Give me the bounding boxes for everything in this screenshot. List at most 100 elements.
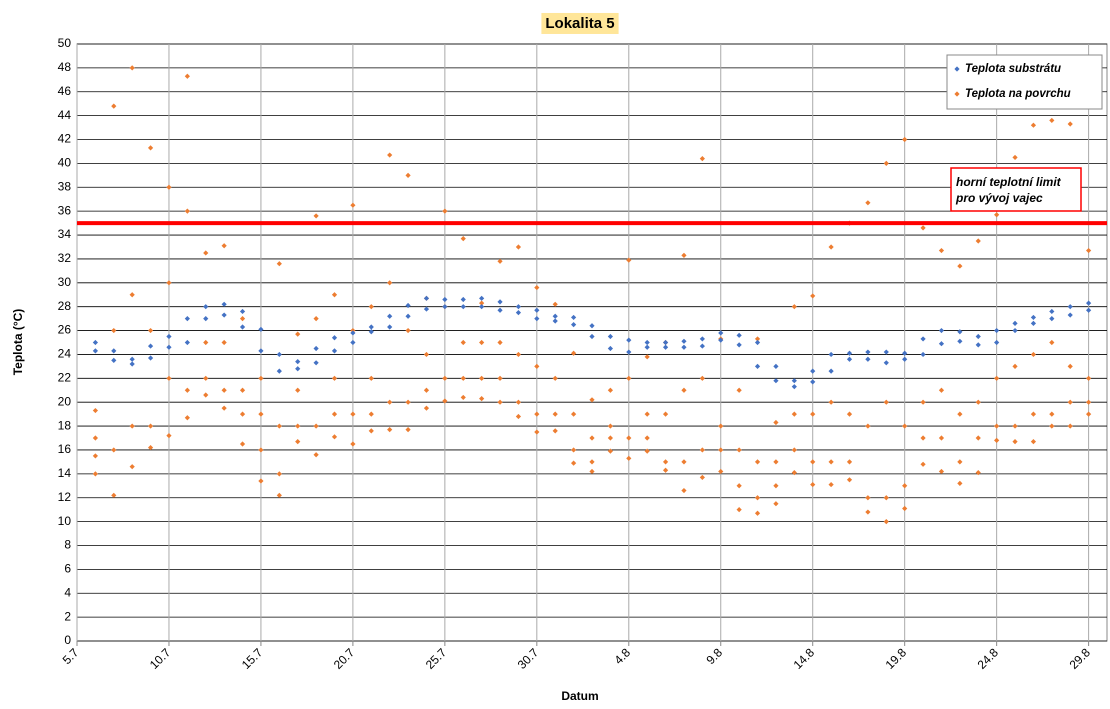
data-point [368,428,374,434]
y-tick-label: 32 [58,251,72,265]
data-point [258,478,264,484]
data-point [460,339,466,346]
data-point [571,460,577,466]
data-point [957,338,963,344]
data-point [295,366,301,372]
data-point [111,357,117,364]
data-point [773,363,779,369]
data-point [515,310,522,316]
data-point [331,411,338,417]
data-point [938,468,945,475]
annotation-text: horní teplotní limit [956,175,1062,189]
data-point [534,429,540,435]
data-point [497,258,503,264]
data-point [92,453,98,459]
data-point [994,423,1000,429]
data-point [607,423,613,429]
data-point [773,459,779,465]
data-point [902,350,908,356]
data-point [791,411,797,417]
data-point [699,447,705,453]
data-point [221,301,227,307]
data-point [387,280,393,286]
data-point [810,368,816,374]
data-point [718,468,724,475]
data-point [203,375,209,381]
data-point [479,375,485,381]
data-point [147,145,154,151]
data-point [865,349,871,355]
data-point [331,292,338,298]
data-point [626,455,632,461]
data-point [920,461,926,467]
data-point [331,375,338,381]
data-point [221,339,227,346]
data-point [571,321,577,328]
data-point [754,510,761,516]
y-tick-label: 8 [64,538,71,552]
data-point [1067,423,1073,429]
data-point [295,359,301,365]
y-tick-label: 4 [64,585,71,599]
data-point [883,349,889,355]
data-point [221,405,227,411]
y-tick-label: 22 [58,370,72,384]
y-tick-label: 28 [58,299,72,313]
y-tick-label: 6 [64,562,71,576]
data-point [368,411,374,417]
data-point [147,327,154,334]
data-point [276,351,282,358]
x-tick-label: 10.7 [147,645,174,672]
data-point [773,419,779,426]
data-point [957,480,963,486]
data-point [883,399,889,405]
data-point [957,459,963,465]
data-point [644,435,650,441]
data-point [423,351,430,358]
x-tick-label: 15.7 [239,645,266,672]
y-tick-label: 20 [58,394,72,408]
data-point [147,355,154,361]
data-point [589,397,595,403]
data-point [129,356,135,362]
title-background [541,12,619,34]
data-point [718,330,724,336]
data-point [662,411,669,417]
data-point [791,470,797,476]
data-point [203,250,209,256]
data-point [736,483,742,489]
data-point [387,324,393,330]
data-point [111,348,117,354]
data-point [221,312,227,318]
data-point [644,339,650,346]
data-point [902,483,908,489]
data-point [1067,312,1073,318]
data-point [313,213,319,219]
data-point [883,160,889,166]
data-point [368,375,374,381]
plot-area [76,43,1108,642]
data-point [902,356,908,362]
data-point [846,356,853,362]
data-point [1049,423,1055,429]
data-point [975,333,981,340]
data-point [368,329,374,335]
data-point [626,435,632,441]
data-point [920,435,926,441]
data-point [1012,423,1018,429]
y-tick-label: 44 [58,108,72,122]
data-point [92,471,98,477]
data-point [497,399,503,405]
data-point [773,378,779,384]
data-point [902,423,908,429]
legend-label: Teplota na povrchu [965,88,1071,100]
data-point [589,435,595,441]
data-point [699,343,705,349]
data-point [920,399,926,405]
data-point [147,343,154,349]
data-point [423,405,430,411]
data-point [350,411,356,417]
data-point [865,495,871,501]
y-tick-label: 24 [58,347,72,361]
data-point [203,392,209,398]
